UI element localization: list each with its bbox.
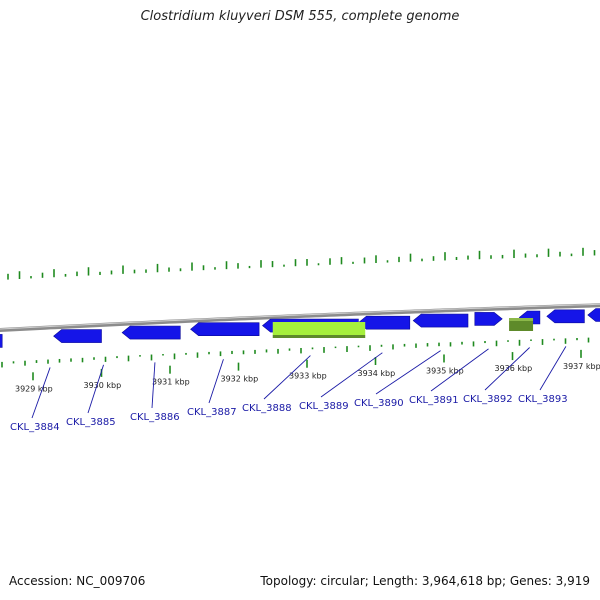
gene-label-leader (263, 355, 311, 400)
gene-arrow[interactable] (474, 312, 503, 326)
gene-label[interactable]: CKL_3884 (10, 422, 60, 433)
scale-layer: 3929 kbp 3930 kbp 3931 kbp 3932 kbp 3933 kbp… (15, 349, 600, 393)
accession-text: Accession: NC_009706 (9, 574, 146, 588)
gene-label-leader (484, 347, 530, 391)
gene-arrow[interactable] (357, 315, 411, 330)
gene-label-leader (151, 362, 156, 409)
map-title: Clostridium kluyveri DSM 555, complete g… (140, 9, 460, 24)
gene-labels-layer: CKL_3884 CKL_3885 CKL_3886 CKL_3887 CKL_3888… (10, 346, 568, 433)
gene-label-leader (375, 350, 441, 395)
gene-label[interactable]: CKL_3891 (409, 395, 459, 406)
green-feature-bar-edge (272, 335, 366, 338)
scale-tick-label: 3933 kbp (289, 372, 327, 381)
scale-tick-label: 3935 kbp (426, 366, 464, 375)
gene-label[interactable]: CKL_3888 (242, 403, 292, 414)
gene-label[interactable]: CKL_3893 (518, 394, 568, 405)
gene-label-leader (320, 352, 383, 398)
gene-arrow[interactable] (587, 308, 600, 322)
gene-arrow[interactable] (190, 322, 260, 337)
gene-label-leader (539, 346, 567, 391)
green-feature-bar[interactable] (272, 322, 366, 335)
gene-arrow[interactable] (412, 313, 469, 328)
backbone-highlight (0, 303, 600, 330)
gene-label[interactable]: CKL_3892 (463, 394, 513, 405)
gene-label-leader (208, 359, 224, 404)
gene-label[interactable]: CKL_3890 (354, 398, 404, 409)
genes-layer (0, 308, 600, 348)
gene-label-leader (430, 348, 489, 392)
gene-arrow[interactable] (546, 309, 585, 324)
gene-label[interactable]: CKL_3885 (66, 417, 116, 428)
gene-label[interactable]: CKL_3886 (130, 412, 180, 423)
scale-tick-label: 3937 kbp (563, 362, 600, 371)
scale-tick-label: 3934 kbp (358, 369, 396, 378)
gene-label[interactable]: CKL_3887 (187, 407, 237, 418)
green-feature-box-top (509, 318, 534, 321)
gene-arrow[interactable] (53, 329, 102, 343)
gene-label[interactable]: CKL_3889 (299, 401, 349, 412)
scale-tick-label: 3929 kbp (15, 384, 53, 393)
backbone-layer (0, 303, 600, 333)
inner-gc-ticks (1, 337, 590, 368)
backbone-line (0, 303, 600, 333)
features-layer (272, 318, 534, 338)
outer-gc-ticks (7, 247, 596, 280)
gene-arrow[interactable] (0, 334, 3, 348)
gene-label-leader (31, 367, 51, 419)
scale-tick-label: 3932 kbp (221, 375, 259, 384)
gene-arrow[interactable] (121, 325, 181, 340)
scale-tick-label: 3930 kbp (84, 381, 122, 390)
topology-summary: Topology: circular; Length: 3,964,618 bp… (260, 574, 590, 588)
gene-label-leader (87, 364, 104, 414)
scale-tick-label: 3931 kbp (152, 378, 190, 387)
scale-tick-label: 3936 kbp (495, 364, 533, 373)
green-feature-box[interactable] (509, 318, 534, 331)
